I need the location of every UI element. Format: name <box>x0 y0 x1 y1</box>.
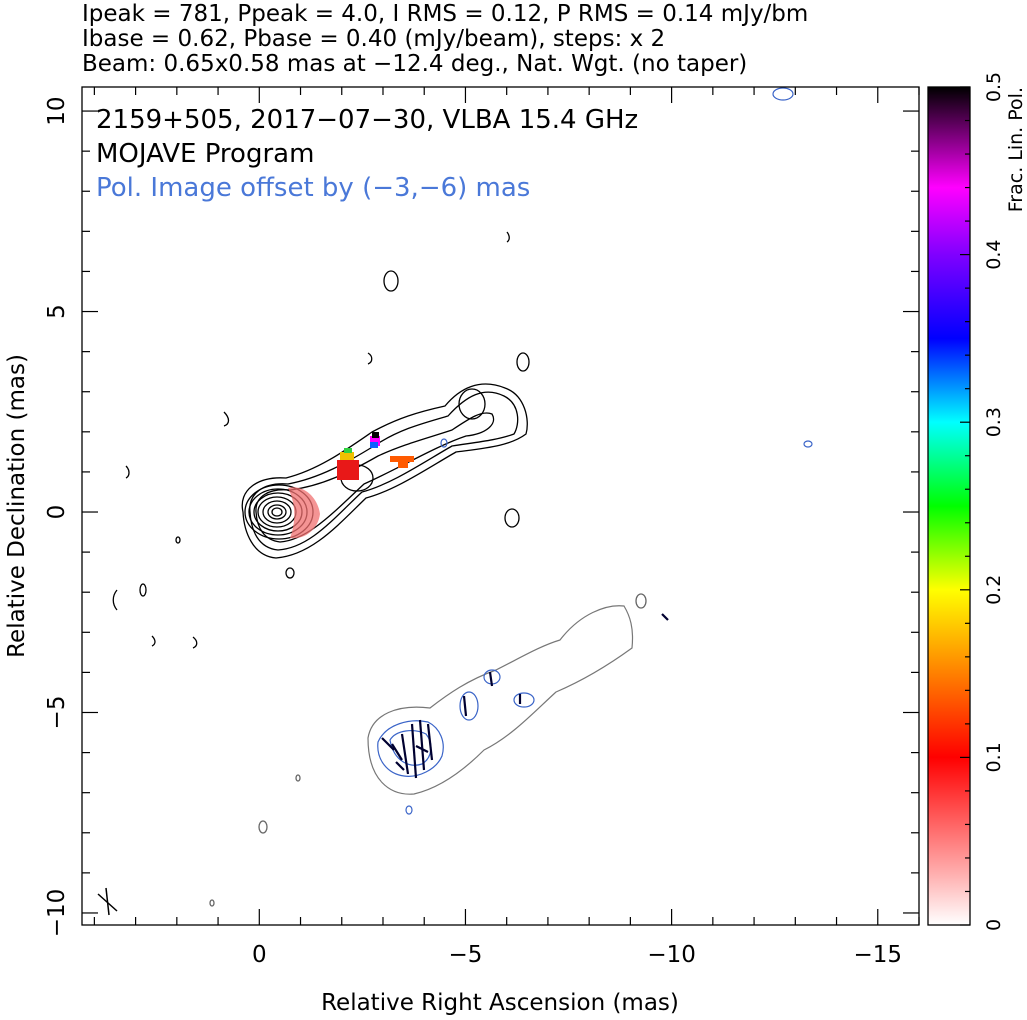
plot-contents <box>97 87 813 916</box>
noise-contour <box>635 593 647 609</box>
y-tick-label: 0 <box>44 505 70 520</box>
plot-frame <box>81 86 920 926</box>
noise-contour <box>209 899 215 907</box>
colorbar-ticks <box>960 86 970 926</box>
colorbar-label: Frac. Lin. Pol. <box>1005 87 1027 212</box>
colorbar-tick-label: 0.5 <box>983 72 1005 102</box>
frac-pol-patch-tip-2 <box>372 432 379 438</box>
total-intensity-contours <box>112 231 647 907</box>
pol-intensity-contour <box>405 805 413 815</box>
x-axis-label: Relative Right Ascension (mas) <box>321 990 679 1016</box>
core-contour-6 <box>267 504 287 520</box>
noise-contour <box>383 270 399 292</box>
colorbar-tick-label: 0.1 <box>983 742 1005 772</box>
frac-pol-patch-jet <box>390 456 414 468</box>
colorbar <box>927 86 971 926</box>
noise-contour <box>295 774 301 782</box>
colorbar-tick-label: 0.3 <box>983 407 1005 437</box>
pol-intensity-contour <box>440 438 448 448</box>
axis-ticks <box>82 87 920 925</box>
header-line-2: Ibase = 0.62, Pbase = 0.40 (mJy/beam), s… <box>82 26 666 52</box>
x-tick-label: −15 <box>853 942 902 968</box>
colorbar-tick-labels: 0 0.1 0.2 0.3 0.4 0.5 <box>983 72 1005 931</box>
jet-contour-2 <box>249 391 519 551</box>
colorbar-tick-label: 0.2 <box>983 575 1005 605</box>
y-tick-label: 5 <box>44 304 70 319</box>
x-tick-label: 0 <box>252 942 267 968</box>
frac-pol-patch-knot-edge <box>340 452 354 460</box>
evpa-vectors <box>381 613 669 779</box>
jet-outer-contour <box>241 383 528 559</box>
y-axis-label: Relative Declination (mas) <box>4 354 30 658</box>
y-tick-label: −10 <box>44 889 70 938</box>
offset-stokes-i-outline <box>367 605 634 795</box>
x-tick-labels: 0 −5 −10 −15 <box>252 942 902 968</box>
frac-pol-patch-tip-3 <box>370 442 378 448</box>
noise-contour <box>504 508 520 528</box>
pol-intensity-contour <box>459 691 479 721</box>
noise-contour <box>285 567 295 579</box>
jet-blob-contour <box>458 388 486 420</box>
header-line-3: Beam: 0.65x0.58 mas at −12.4 deg., Nat. … <box>82 51 748 77</box>
program-annotation: MOJAVE Program <box>96 139 314 169</box>
offset-pol-image <box>367 87 813 815</box>
pol-intensity-contour <box>513 692 535 708</box>
beam-marker <box>97 887 118 916</box>
pol-intensity-contour <box>377 720 444 777</box>
noise-contour <box>112 231 510 649</box>
core-contour-5 <box>262 500 292 524</box>
frac-pol-patches <box>288 432 414 539</box>
pol-intensity-contour-inner <box>389 730 432 766</box>
colorbar-tick-label: 0.4 <box>983 239 1005 269</box>
source-annotation: 2159+505, 2017−07−30, VLBA 15.4 GHz <box>96 105 638 135</box>
noise-contour <box>258 820 268 834</box>
pol-intensity-contour <box>772 87 794 101</box>
x-tick-label: −5 <box>449 942 483 968</box>
noise-contour <box>139 583 147 597</box>
noise-contour <box>175 536 181 544</box>
x-tick-label: −10 <box>647 942 696 968</box>
frac-pol-patch-knot-edge-2 <box>344 448 352 453</box>
pol-intensity-contour <box>803 440 813 448</box>
core-contour-7 <box>271 507 283 517</box>
y-tick-labels: 10 5 0 −5 −10 <box>44 96 70 937</box>
frac-pol-patch-core <box>288 487 320 539</box>
header-line-1: Ipeak = 781, Ppeak = 4.0, I RMS = 0.12, … <box>82 1 809 27</box>
frac-pol-patch-tip <box>370 436 380 446</box>
pol-offset-annotation: Pol. Image offset by (−3,−6) mas <box>96 173 530 203</box>
y-tick-label: −5 <box>44 696 70 730</box>
colorbar-tick-label: 0 <box>983 919 1005 931</box>
frac-pol-patch-knot <box>337 460 359 480</box>
y-tick-label: 10 <box>44 96 70 125</box>
noise-contour <box>516 352 530 372</box>
